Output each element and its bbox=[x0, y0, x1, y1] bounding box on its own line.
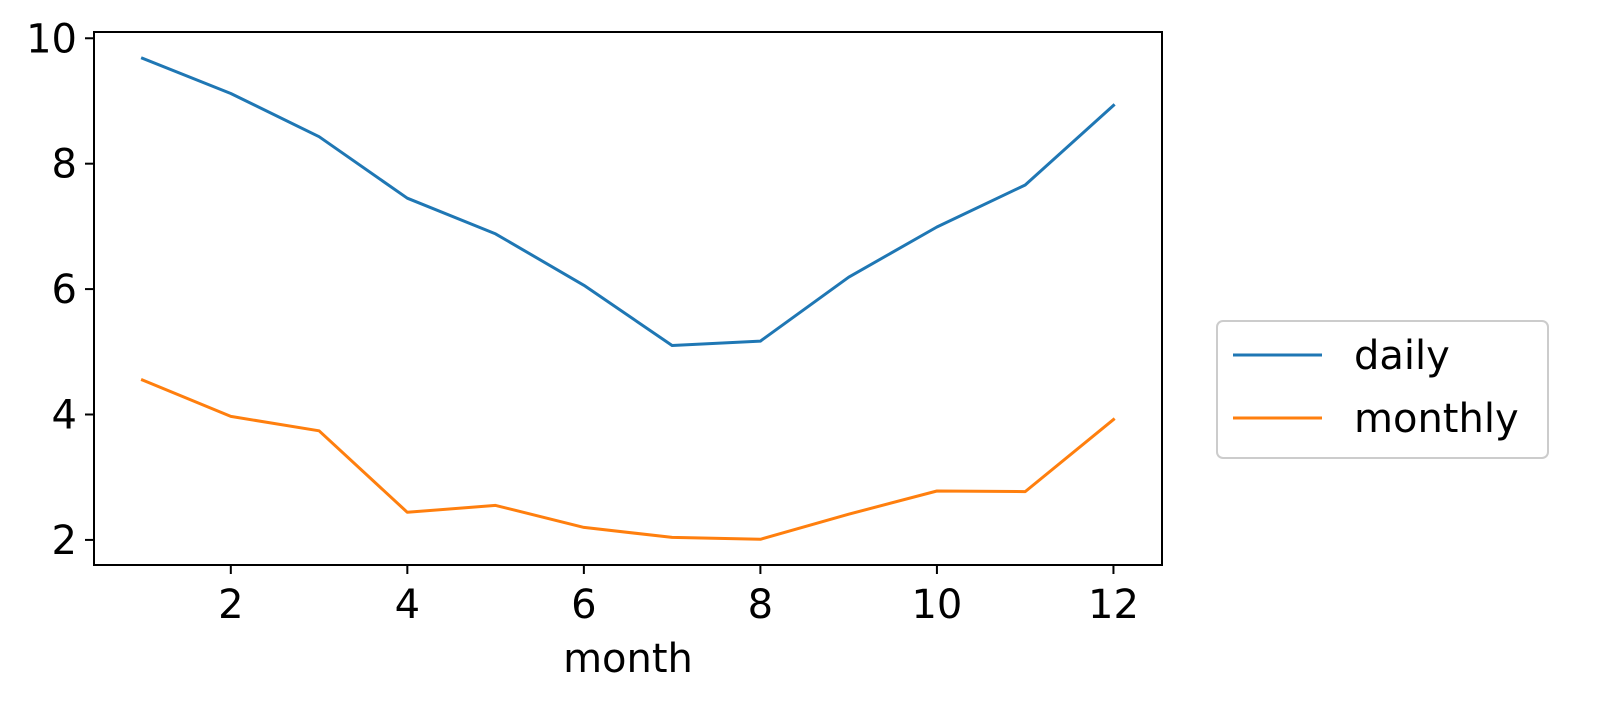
y-axis-ticks: 2 4 6 8 10 bbox=[26, 16, 94, 564]
x-tick-label: 10 bbox=[911, 582, 962, 628]
y-tick-label: 8 bbox=[52, 142, 77, 188]
x-tick-label: 2 bbox=[218, 582, 243, 628]
series-line-daily bbox=[140, 56, 1116, 347]
legend-label-monthly: monthly bbox=[1354, 396, 1519, 442]
legend-label-daily: daily bbox=[1354, 333, 1450, 379]
series-line-monthly bbox=[140, 378, 1116, 541]
x-axis-ticks: 2 4 6 8 10 12 bbox=[218, 565, 1139, 628]
plot-frame bbox=[93, 31, 1163, 566]
legend: daily monthly bbox=[1216, 320, 1549, 459]
x-tick-label: 4 bbox=[395, 582, 420, 628]
x-tick-label: 8 bbox=[748, 582, 773, 628]
series-layer bbox=[140, 56, 1116, 541]
y-tick-label: 4 bbox=[52, 393, 77, 439]
y-tick-label: 10 bbox=[26, 16, 77, 62]
x-tick-label: 12 bbox=[1088, 582, 1139, 628]
y-tick-label: 2 bbox=[52, 518, 77, 564]
x-tick-label: 6 bbox=[571, 582, 596, 628]
legend-items: daily monthly bbox=[1233, 333, 1519, 442]
y-tick-label: 6 bbox=[52, 267, 77, 313]
x-axis-label: month bbox=[563, 636, 693, 682]
